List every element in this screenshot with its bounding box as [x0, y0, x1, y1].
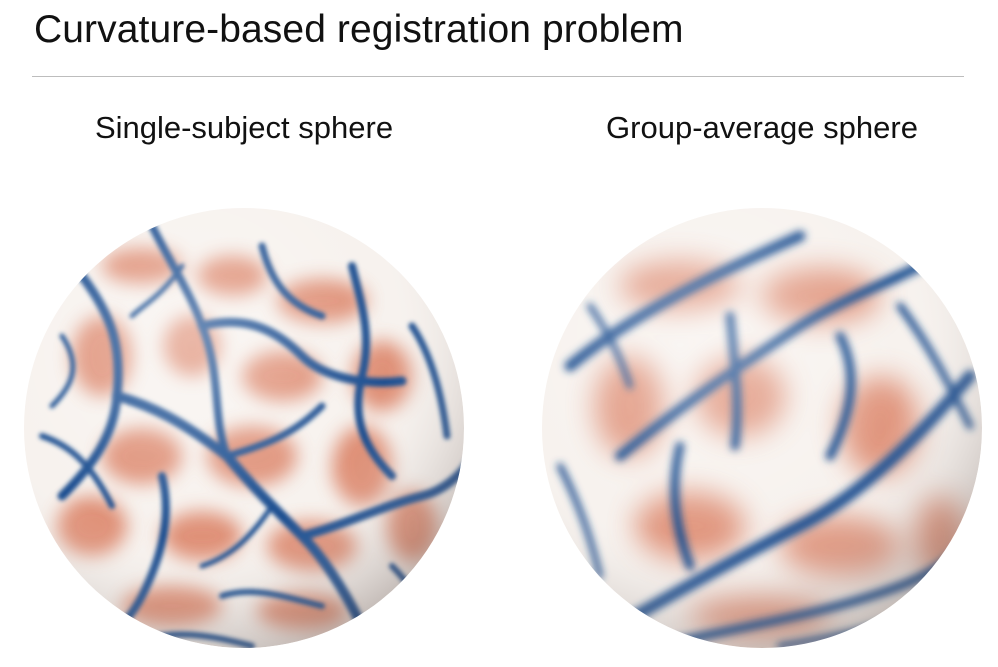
page-title: Curvature-based registration problem	[34, 8, 684, 51]
panel-label-single-subject: Single-subject sphere	[94, 110, 394, 145]
group-average-sphere	[540, 206, 984, 650]
panel-label-group-average: Group-average sphere	[606, 110, 918, 145]
title-divider	[32, 76, 964, 77]
single-subject-sphere	[22, 206, 466, 650]
